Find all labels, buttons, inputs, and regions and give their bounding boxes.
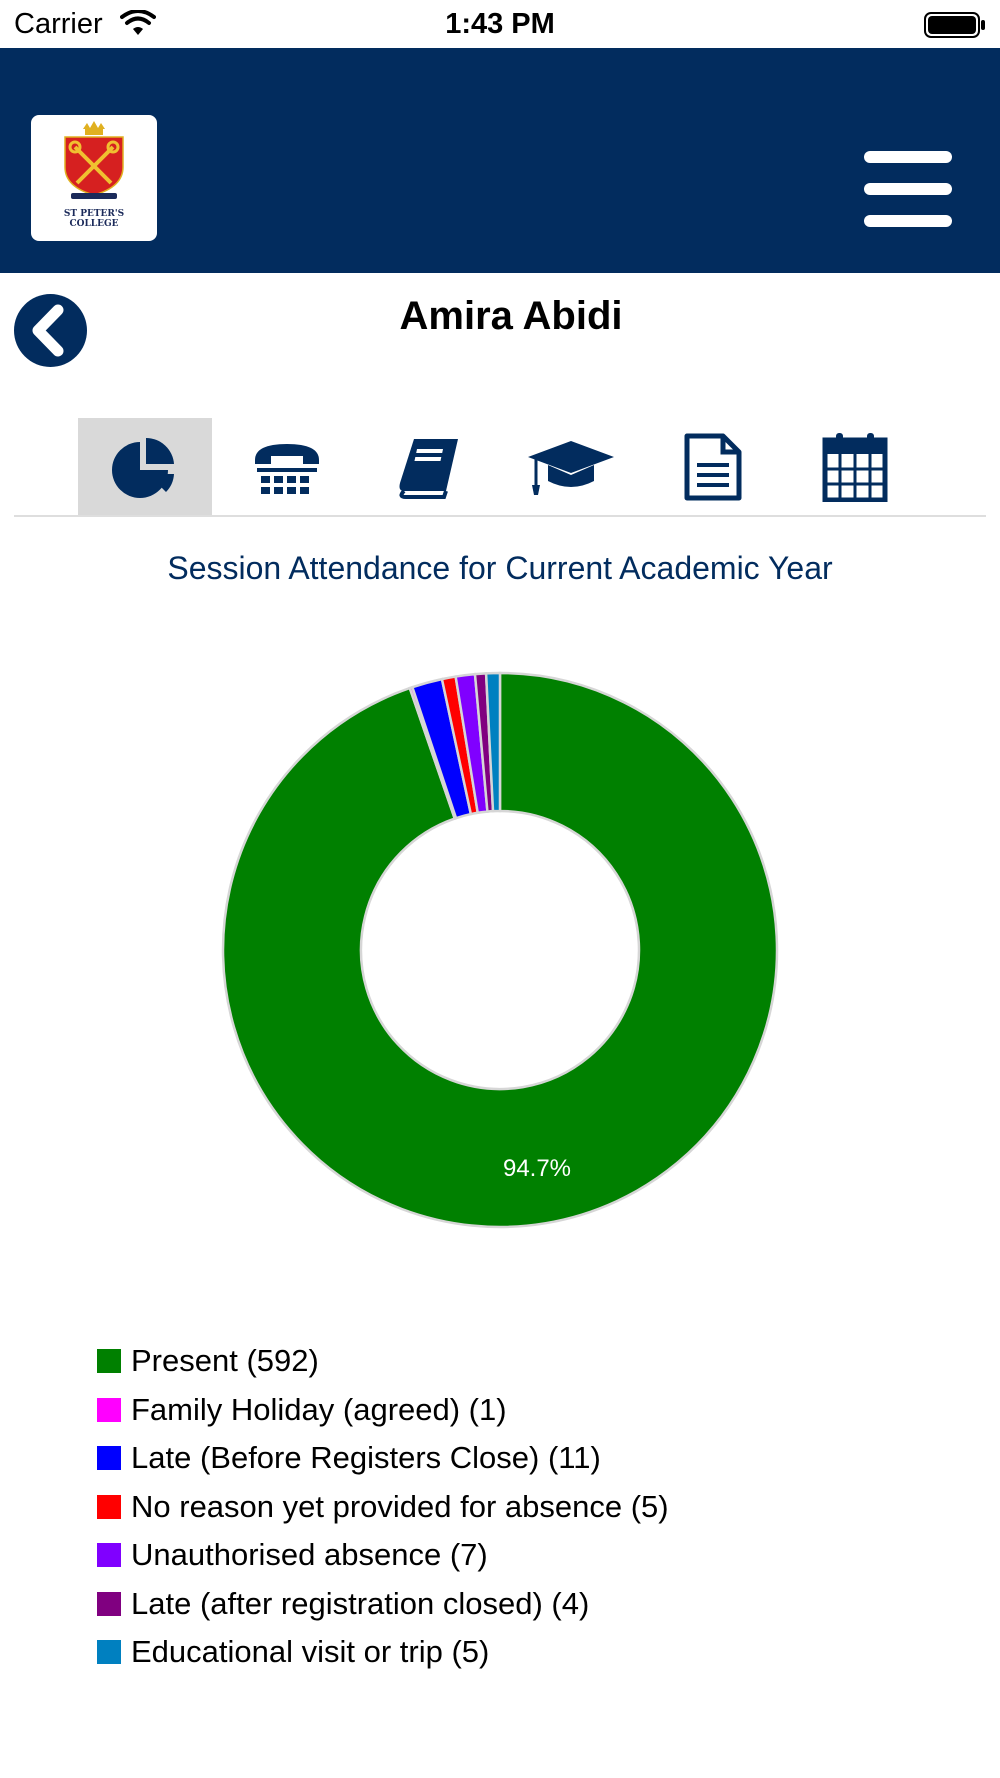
chart-legend: Present (592) Family Holiday (agreed) (1)… <box>97 1337 669 1677</box>
status-bar: Carrier 1:43 PM <box>0 0 1000 48</box>
legend-item-unauthorised-absence: Unauthorised absence (7) <box>97 1531 669 1580</box>
legend-item-late-after-registration-closed: Late (after registration closed) (4) <box>97 1580 669 1629</box>
legend-item-educational-visit-or-trip: Educational visit or trip (5) <box>97 1628 669 1677</box>
legend-item-family-holiday-agreed: Family Holiday (agreed) (1) <box>97 1386 669 1435</box>
legend-label: Present (592) <box>131 1343 319 1379</box>
graduation-cap-icon <box>528 440 614 495</box>
data-label-present: 94.7% <box>503 1155 571 1182</box>
attendance-donut-chart: 94.7% <box>221 671 779 1229</box>
chevron-left-icon <box>32 304 64 357</box>
tab-reports[interactable] <box>646 418 780 515</box>
book-icon <box>399 438 458 499</box>
logo-text-line1: ST PETER'S <box>63 209 125 219</box>
legend-swatch <box>97 1543 121 1568</box>
school-logo: ST PETER'S COLLEGE <box>31 115 157 241</box>
school-crest-icon <box>64 121 124 199</box>
tab-divider <box>14 515 986 517</box>
chart-title: Session Attendance for Current Academic … <box>167 550 833 586</box>
wifi-icon <box>120 10 156 35</box>
legend-swatch <box>97 1494 121 1519</box>
battery-icon <box>924 12 985 38</box>
legend-swatch <box>97 1397 121 1422</box>
telephone-icon <box>255 443 319 494</box>
tab-timetable[interactable] <box>788 418 922 515</box>
legend-swatch <box>97 1349 121 1374</box>
tab-contacts[interactable] <box>220 418 354 515</box>
donut-slice-present <box>221 671 779 1229</box>
calendar-icon <box>822 432 888 502</box>
page-title: Amira Abidi <box>399 294 623 338</box>
legend-label: Educational visit or trip (5) <box>131 1634 490 1670</box>
legend-label: No reason yet provided for absence (5) <box>131 1488 669 1524</box>
legend-item-no-reason-yet-provided-for-absence: No reason yet provided for absence (5) <box>97 1483 669 1532</box>
legend-label: Family Holiday (agreed) (1) <box>131 1391 507 1427</box>
legend-label: Late (after registration closed) (4) <box>131 1585 590 1621</box>
legend-swatch <box>97 1591 121 1616</box>
app-header: ST PETER'S COLLEGE <box>0 48 1000 273</box>
donut-slice-educational-visit-or-trip <box>484 671 502 813</box>
back-button[interactable] <box>14 294 87 367</box>
tab-bar <box>78 418 928 515</box>
tab-attendance[interactable] <box>78 418 212 515</box>
tab-exams[interactable] <box>504 418 638 515</box>
document-icon <box>684 433 742 500</box>
carrier-label: Carrier <box>14 8 103 40</box>
tab-homework[interactable] <box>362 418 496 515</box>
pie-chart-icon <box>112 437 174 498</box>
legend-swatch <box>97 1446 121 1471</box>
hamburger-menu-icon[interactable] <box>864 151 952 227</box>
legend-item-late-before-registers-close: Late (Before Registers Close) (11) <box>97 1434 669 1483</box>
legend-label: Unauthorised absence (7) <box>131 1537 488 1573</box>
logo-text-line2: COLLEGE <box>69 219 119 229</box>
legend-swatch <box>97 1640 121 1665</box>
status-time: 1:43 PM <box>445 8 555 40</box>
legend-item-present: Present (592) <box>97 1337 669 1386</box>
legend-label: Late (Before Registers Close) (11) <box>131 1440 601 1476</box>
